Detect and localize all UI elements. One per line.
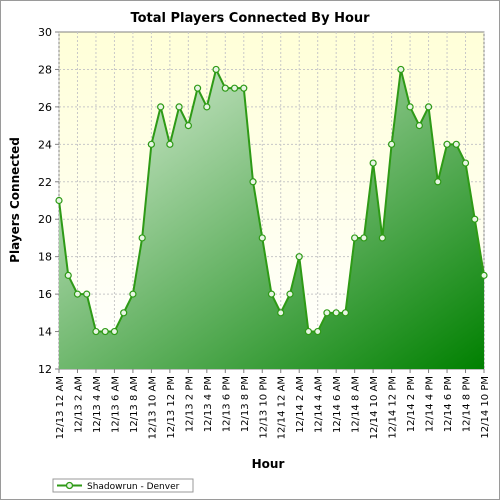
data-point [406,103,414,111]
x-tick-label: 12/14 8 PM [462,376,473,432]
data-point [378,234,386,242]
x-tick-label: 12/13 12 PM [166,376,177,439]
y-tick-label: 18 [38,251,52,264]
x-tick-label: 12/13 2 AM [73,376,84,433]
x-tick-label: 12/13 2 PM [184,376,195,432]
data-point [304,327,313,336]
y-tick-label: 16 [38,288,52,301]
legend-box [52,478,194,493]
data-point [295,253,303,261]
chart-title: Total Players Connected By Hour [130,11,370,26]
data-point [203,103,211,111]
data-point [461,159,470,167]
data-point [230,84,239,92]
data-point [424,103,433,111]
x-tick-label: 12/14 6 PM [443,376,454,432]
x-tick-label: 12/13 6 PM [221,376,232,432]
y-tick-label: 12 [38,363,52,376]
y-tick-label: 14 [38,326,52,339]
data-point [452,140,460,148]
y-tick-label: 24 [38,138,52,151]
x-tick-label: 12/13 8 PM [240,376,251,432]
x-tick-label: 12/14 4 PM [425,376,436,432]
data-point [166,140,174,148]
y-axis-ticks: 12 14 16 18 20 22 24 26 28 30 [38,26,59,376]
data-point [221,84,229,92]
y-tick-label: 26 [38,101,52,114]
data-point [314,327,322,336]
series-markers [55,65,488,336]
data-point [388,140,396,148]
x-tick-label: 12/13 6 AM [110,376,121,433]
x-tick-label: 12/14 10 PM [480,376,491,439]
data-point [110,327,119,336]
data-point [267,290,276,298]
data-point [286,290,294,298]
data-point [434,178,442,186]
data-point [138,234,146,242]
data-point [249,178,257,186]
data-point [83,290,91,298]
x-axis-ticks: 12/13 12 AM 12/13 2 AM 12/13 4 AM 12/13 6 A… [55,369,491,439]
x-tick-label: 12/13 10 AM [147,376,158,439]
x-tick-label: 12/13 10 PM [258,376,269,439]
y-tick-label: 20 [38,213,52,226]
legend-marker-swatch [65,481,74,490]
data-point [443,140,451,148]
data-point [212,65,220,74]
data-point [258,234,266,242]
x-tick-label: 12/13 4 AM [92,376,103,433]
y-tick-label: 22 [38,176,52,189]
y-tick-label: 30 [38,26,52,39]
data-point [147,140,155,148]
data-point [64,271,72,279]
x-tick-label: 12/14 12 AM [277,376,288,439]
x-tick-label: 12/14 12 PM [388,376,399,439]
x-axis-label: Hour [252,457,285,471]
data-point [129,290,137,298]
x-tick-label: 12/14 2 AM [295,376,306,433]
data-point [369,159,377,167]
data-point [240,84,248,92]
data-point [397,65,405,74]
data-point [480,271,488,279]
x-tick-label: 12/14 6 AM [332,376,343,433]
data-point [193,84,202,92]
x-tick-label: 12/14 10 AM [369,376,380,439]
y-tick-label: 28 [38,63,52,76]
data-point [360,234,368,242]
data-point [415,122,423,130]
x-tick-label: 12/13 4 PM [203,376,214,432]
x-tick-label: 12/14 8 AM [351,376,362,433]
data-point [157,103,165,111]
data-point [277,309,285,317]
data-point [92,327,100,336]
data-point [323,309,331,317]
data-point [55,196,63,205]
data-point [120,309,128,317]
data-point [332,309,340,317]
data-point [175,103,183,111]
data-point [341,309,350,317]
legend: Shadowrun - Denver [52,478,194,493]
x-tick-label: 12/14 2 PM [406,376,417,432]
legend-label: Shadowrun - Denver [87,482,180,492]
data-point [471,215,479,223]
x-tick-label: 12/14 4 AM [314,376,325,433]
series-area [59,69,484,369]
data-point [73,290,82,298]
x-tick-label: 12/13 8 AM [129,376,140,433]
x-tick-label: 12/13 12 AM [55,376,66,439]
data-point [101,327,109,336]
data-point [184,122,192,130]
y-axis-label: Players Connected [8,137,22,263]
data-point [351,234,359,242]
